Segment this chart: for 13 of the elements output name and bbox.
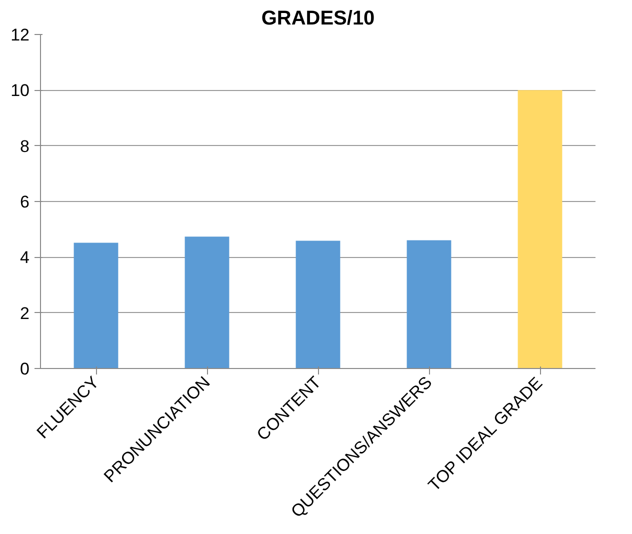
bar [74,242,118,368]
chart-title: GRADES/10 [261,8,375,30]
y-tick-label: 0 [20,360,30,378]
y-tick-label: 12 [10,26,30,44]
bar [518,90,562,368]
y-tick-label: 6 [20,192,30,212]
y-tick-label: 2 [20,304,30,323]
y-tick-label: 8 [20,136,30,156]
y-tick-label: 4 [20,248,30,268]
bar [406,240,452,368]
bar [184,236,230,368]
y-tick-label: 10 [10,81,30,100]
bar [296,240,340,368]
